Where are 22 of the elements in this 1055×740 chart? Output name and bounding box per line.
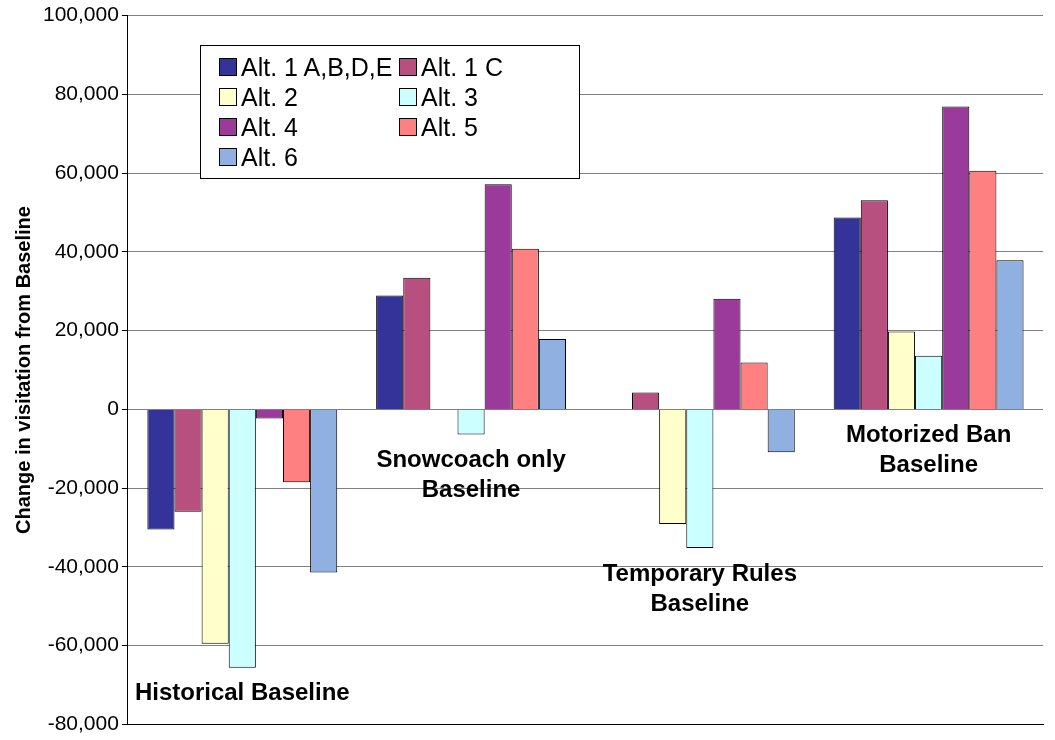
x-tick-label: Temporary Rules Baseline [602, 558, 797, 616]
y-tick-label: 40,000 [54, 238, 119, 262]
x-tick-label: Motorized Ban Baseline [845, 420, 1012, 477]
y-axis-title: Change in visitation from Baseline [11, 206, 34, 534]
legend-label: Alt. 6 [241, 142, 298, 172]
y-tick-label: -60,000 [47, 632, 119, 656]
y-tick-label: -40,000 [47, 553, 119, 577]
y-tick-label: -80,000 [47, 711, 119, 735]
legend-label: Alt. 1 A,B,D,E [241, 52, 393, 82]
y-tick-label: 20,000 [54, 317, 119, 341]
legend-label: Alt. 3 [421, 82, 478, 112]
y-tick-label: 80,000 [54, 81, 119, 105]
legend-label: Alt. 5 [421, 112, 478, 142]
y-tick-label: 100,000 [42, 2, 119, 26]
legend-label: Alt. 2 [241, 82, 298, 112]
legend-label: Alt. 1 C [421, 52, 503, 82]
x-tick-label: Snowcoach only Baseline [376, 445, 567, 503]
y-tick-label: 0 [107, 396, 119, 420]
legend-label: Alt. 4 [241, 112, 298, 142]
y-tick-label: -20,000 [47, 474, 119, 498]
x-tick-label: Historical Baseline [134, 678, 350, 706]
y-tick-label: 60,000 [54, 159, 119, 183]
